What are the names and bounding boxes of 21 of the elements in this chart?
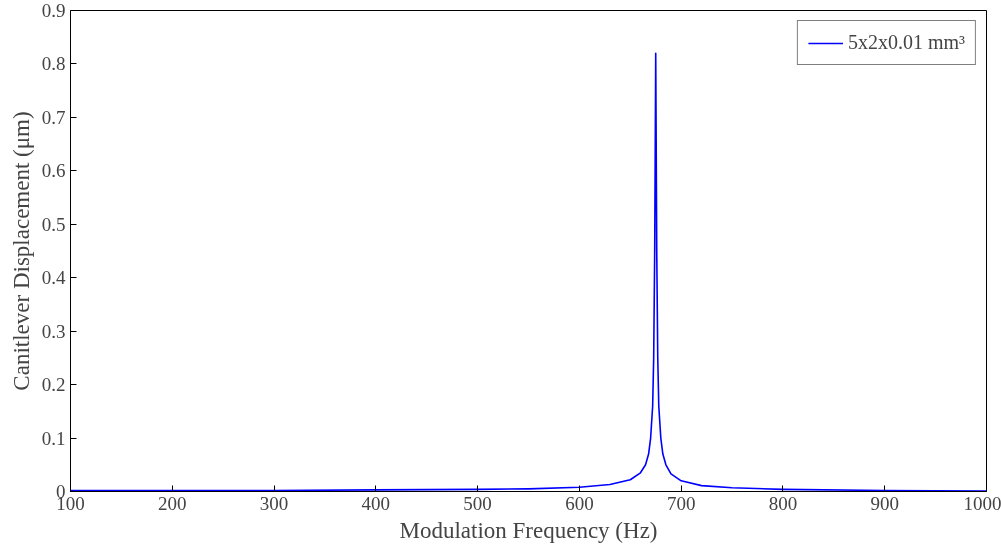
x-tick-label: 600: [565, 492, 594, 514]
y-tick-label: 0.6: [41, 160, 66, 182]
legend-label: 5x2x0.01 mm³: [847, 31, 965, 54]
x-tick-label: 700: [666, 492, 696, 514]
y-tick-label: 0.1: [41, 427, 66, 449]
y-axis-title: Canitlever Displacement (μm): [8, 111, 34, 391]
y-tick-label: 0.2: [41, 374, 66, 396]
y-tick-label: 0.4: [41, 267, 66, 289]
x-axis-title: Modulation Frequency (Hz): [399, 517, 658, 543]
x-tick-label: 800: [768, 492, 798, 514]
x-tick-label: 900: [870, 492, 899, 514]
x-tick-label: 400: [361, 492, 391, 514]
x-tick-label: 200: [158, 492, 187, 514]
y-tick-label: 0.3: [41, 320, 66, 342]
y-tick-label: 0.9: [41, 0, 66, 21]
y-tick-label: 0.8: [41, 53, 66, 75]
y-tick-label: 0.7: [41, 106, 66, 128]
x-tick-label: 1000: [963, 492, 1001, 514]
x-tick-label: 500: [463, 492, 492, 514]
y-tick-label: 0.5: [41, 213, 66, 235]
x-tick-label: 300: [259, 492, 289, 514]
